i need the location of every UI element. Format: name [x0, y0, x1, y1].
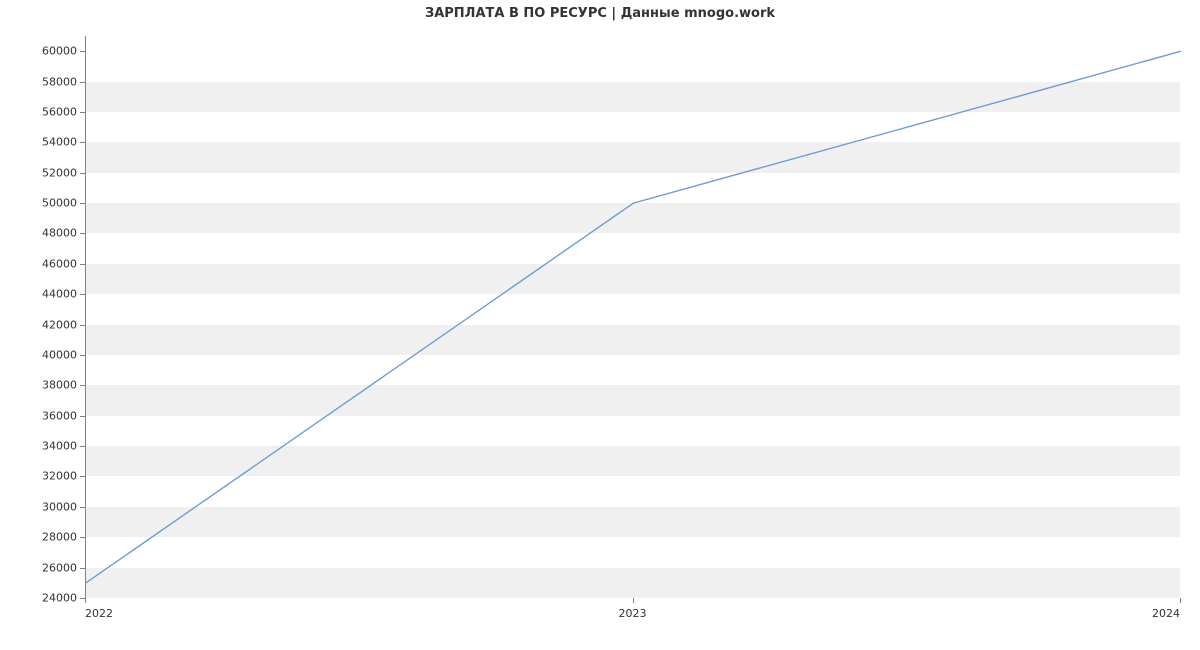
y-tick-mark: [80, 233, 85, 234]
chart-title: ЗАРПЛАТА В ПО РЕСУРС | Данные mnogo.work: [0, 6, 1200, 21]
x-tick-mark: [85, 598, 86, 603]
y-tick-label: 48000: [42, 227, 77, 240]
y-tick-label: 50000: [42, 197, 77, 210]
x-tick-label: 2023: [619, 607, 647, 620]
y-tick-mark: [80, 507, 85, 508]
x-tick-label: 2022: [85, 607, 113, 620]
y-tick-label: 52000: [42, 166, 77, 179]
y-tick-mark: [80, 294, 85, 295]
y-tick-label: 56000: [42, 105, 77, 118]
y-tick-label: 30000: [42, 500, 77, 513]
y-tick-label: 58000: [42, 75, 77, 88]
y-tick-mark: [80, 51, 85, 52]
x-tick-label: 2024: [1152, 607, 1180, 620]
y-tick-mark: [80, 142, 85, 143]
y-tick-label: 40000: [42, 348, 77, 361]
x-tick-mark: [633, 598, 634, 603]
y-tick-label: 60000: [42, 45, 77, 58]
y-tick-label: 26000: [42, 561, 77, 574]
y-tick-label: 28000: [42, 531, 77, 544]
y-tick-mark: [80, 325, 85, 326]
y-tick-label: 42000: [42, 318, 77, 331]
y-tick-label: 32000: [42, 470, 77, 483]
y-tick-label: 34000: [42, 440, 77, 453]
y-tick-label: 36000: [42, 409, 77, 422]
y-tick-label: 44000: [42, 288, 77, 301]
y-tick-mark: [80, 355, 85, 356]
y-tick-mark: [80, 385, 85, 386]
y-tick-mark: [80, 173, 85, 174]
x-tick-mark: [1180, 598, 1181, 603]
y-tick-label: 24000: [42, 592, 77, 605]
y-tick-mark: [80, 416, 85, 417]
salary-line-chart: ЗАРПЛАТА В ПО РЕСУРС | Данные mnogo.work…: [0, 0, 1200, 650]
y-tick-mark: [80, 568, 85, 569]
y-tick-label: 54000: [42, 136, 77, 149]
y-tick-label: 38000: [42, 379, 77, 392]
salary-line: [86, 51, 1181, 583]
line-series: [86, 36, 1181, 598]
y-tick-mark: [80, 82, 85, 83]
y-tick-mark: [80, 264, 85, 265]
plot-area: [85, 36, 1180, 598]
y-tick-mark: [80, 476, 85, 477]
y-tick-mark: [80, 446, 85, 447]
y-tick-mark: [80, 537, 85, 538]
y-tick-mark: [80, 112, 85, 113]
y-tick-label: 46000: [42, 257, 77, 270]
y-tick-mark: [80, 203, 85, 204]
